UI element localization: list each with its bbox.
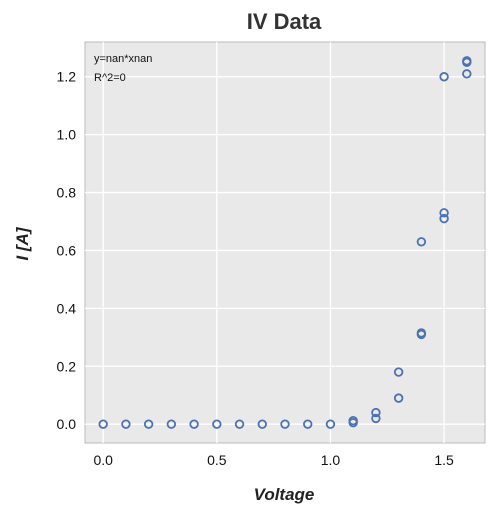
r-squared-annotation: R^2=0 <box>94 72 126 84</box>
x-tick-label: 1.5 <box>434 452 454 468</box>
chart-title: IV Data <box>247 9 322 34</box>
y-tick-label: 0.2 <box>57 358 77 374</box>
x-tick-label: 1.0 <box>321 452 341 468</box>
y-tick-label: 0.6 <box>57 242 77 258</box>
y-tick-label: 0.4 <box>57 300 77 316</box>
fit-equation-annotation: y=nan*xnan <box>94 53 152 65</box>
x-tick-label: 0.0 <box>93 452 113 468</box>
y-tick-label: 1.0 <box>57 127 77 143</box>
y-axis-label: I [A] <box>13 226 32 260</box>
x-tick-labels: 0.0 0.5 1.0 1.5 <box>93 452 454 468</box>
x-tick-label: 0.5 <box>207 452 227 468</box>
y-tick-label: 0.0 <box>57 416 77 432</box>
y-tick-label: 0.8 <box>57 185 77 201</box>
y-tick-labels: 0.0 0.2 0.4 0.6 0.8 1.0 1.2 <box>57 69 77 432</box>
x-axis-label: Voltage <box>254 485 315 504</box>
y-tick-label: 1.2 <box>57 69 77 85</box>
